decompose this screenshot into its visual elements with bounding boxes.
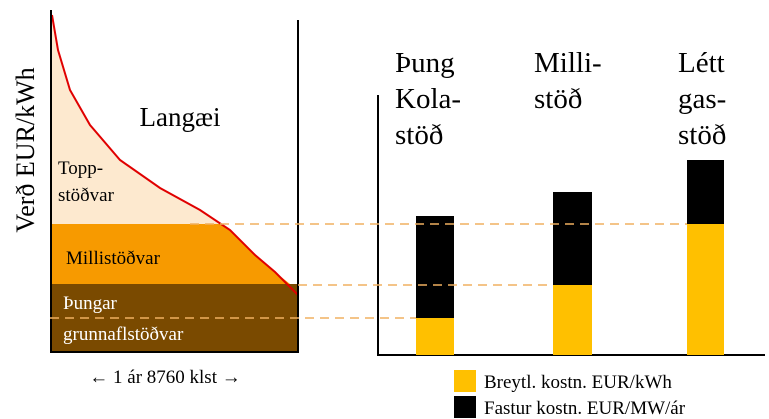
bar-label: Þung — [395, 47, 455, 79]
bar-fixed — [416, 216, 454, 318]
x-axis-label: ← 1 ár 8760 klst → — [89, 367, 240, 388]
bar-label: Milli- — [534, 47, 602, 79]
legend-swatch — [454, 370, 476, 392]
bar-fixed — [553, 192, 592, 285]
bar-label: stöð — [395, 119, 443, 151]
band-label: stöðvar — [58, 185, 115, 206]
bar-label: Létt — [678, 47, 725, 79]
legend-label: Breytl. kostn. EUR/kWh — [484, 372, 672, 393]
band-label: Millistöðvar — [66, 248, 161, 269]
bar-label: stöð — [534, 83, 582, 115]
band-label: grunnaflstöðvar — [63, 324, 184, 345]
peak-band — [52, 15, 222, 224]
band-label: Þungar — [63, 293, 118, 314]
load-curve — [51, 14, 299, 296]
bar-label: gas- — [678, 83, 726, 115]
legend-label: Fastur kostn. EUR/MW/ár — [484, 398, 686, 419]
bar-fixed — [687, 160, 724, 224]
legend-swatch — [454, 396, 476, 418]
band-label: Topp- — [58, 158, 103, 179]
bar-variable — [553, 285, 592, 355]
bar-label: stöð — [678, 119, 726, 151]
bar-label: Kola- — [395, 83, 461, 115]
panel-title: Langæi — [140, 102, 221, 132]
y-axis-label: Verð EUR/kWh — [11, 67, 40, 232]
bar-variable — [416, 318, 454, 355]
bar-variable — [687, 224, 724, 355]
mid-band — [52, 224, 290, 284]
